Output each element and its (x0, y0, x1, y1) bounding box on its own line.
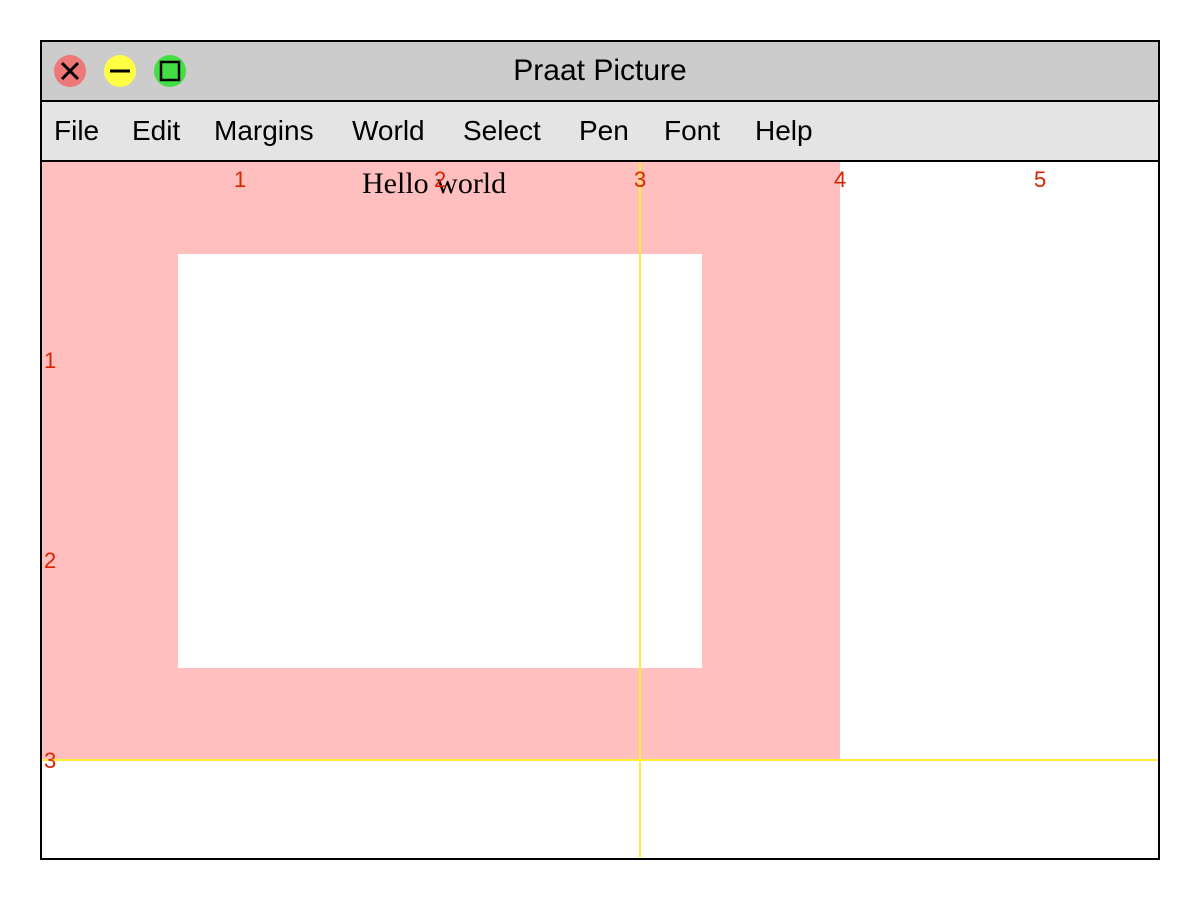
menu-help[interactable]: Help (755, 115, 813, 146)
inner-viewport (178, 254, 702, 668)
menu-pen[interactable]: Pen (579, 115, 629, 146)
picture-drawing (42, 162, 1158, 858)
minimize-icon (110, 69, 130, 73)
close-button[interactable] (54, 55, 86, 87)
title-bar[interactable]: Praat Picture (42, 42, 1158, 102)
ruler-top-2: 2 (434, 167, 447, 192)
menu-bar: File Edit Margins World Select Pen Font … (42, 102, 1158, 162)
close-icon (60, 61, 80, 81)
menu-edit[interactable]: Edit (132, 115, 181, 146)
menu-margins[interactable]: Margins (214, 115, 314, 146)
ruler-top-1: 1 (234, 167, 247, 192)
praat-picture-window: Praat Picture File Edit Margins World Se… (40, 40, 1160, 860)
picture-canvas[interactable]: Hello world 1 2 3 4 5 1 2 3 (42, 162, 1158, 858)
hello-world-text: Hello world (362, 167, 507, 200)
menu-select[interactable]: Select (463, 115, 541, 146)
maximize-icon (159, 60, 181, 82)
ruler-left-3: 3 (44, 748, 57, 773)
minimize-button[interactable] (104, 55, 136, 87)
ruler-left-1: 1 (44, 348, 57, 373)
menu-world[interactable]: World (352, 115, 425, 146)
ruler-top-4: 4 (834, 167, 847, 192)
ruler-left-2: 2 (44, 548, 57, 573)
ruler-top-5: 5 (1034, 167, 1047, 192)
maximize-button[interactable] (154, 55, 186, 87)
ruler-top-3: 3 (634, 167, 647, 192)
window-title: Praat Picture (513, 54, 687, 87)
menu-file[interactable]: File (54, 115, 100, 146)
menu-font[interactable]: Font (664, 115, 721, 146)
